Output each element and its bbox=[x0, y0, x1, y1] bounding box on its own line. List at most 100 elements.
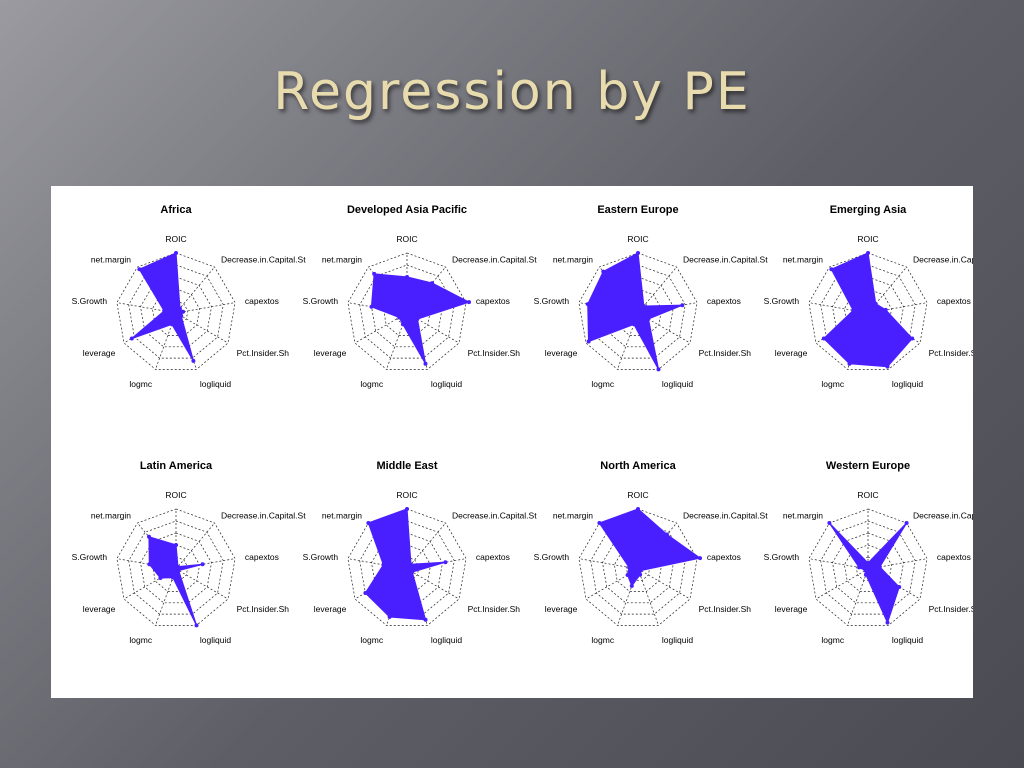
grid-ring bbox=[614, 288, 662, 336]
radar-point bbox=[176, 568, 181, 573]
grid-ring bbox=[820, 264, 916, 359]
radar-point bbox=[430, 281, 435, 286]
axis-label-pct-insider-sh: Pct.Insider.Sh bbox=[699, 604, 752, 614]
grid-ring bbox=[347, 508, 467, 626]
axis-label-logmc: logmc bbox=[129, 635, 152, 645]
radar-point bbox=[857, 565, 862, 570]
axis-label-leverage: leverage bbox=[545, 348, 578, 358]
axis-label-s-growth: S.Growth bbox=[303, 552, 339, 562]
grid-ring bbox=[820, 520, 916, 615]
chart-title-western-europe: Western Europe bbox=[826, 460, 910, 472]
radar-point bbox=[829, 267, 834, 272]
chart-title-developed-asia-pacific: Developed Asia Pacific bbox=[347, 204, 467, 216]
axis-label-capextos: capextos bbox=[707, 296, 741, 306]
chart-title-latin-america: Latin America bbox=[140, 460, 213, 472]
radar-point bbox=[680, 303, 685, 308]
axis-label-logliquid: logliquid bbox=[662, 379, 693, 389]
axis-label-capextos: capextos bbox=[937, 552, 971, 562]
radar-point bbox=[372, 271, 377, 276]
grid-ring bbox=[808, 508, 928, 626]
chart-title-north-america: North America bbox=[600, 460, 676, 472]
radar-point bbox=[638, 572, 643, 577]
grid-ring bbox=[359, 520, 455, 615]
axis-label-s-growth: S.Growth bbox=[764, 552, 800, 562]
radar-point bbox=[863, 572, 868, 577]
radar-chart-grid: Africa ROIC Decrease.in.Capital.St capextos… bbox=[72, 204, 973, 645]
radar-point bbox=[656, 367, 661, 372]
radar-point bbox=[381, 562, 386, 567]
grid-spoke bbox=[637, 568, 659, 626]
radar-point bbox=[181, 309, 186, 314]
radar-point bbox=[467, 300, 471, 305]
grid-spoke bbox=[637, 568, 691, 600]
radar-point bbox=[423, 361, 428, 366]
axis-label-capextos: capextos bbox=[245, 552, 279, 562]
axis-label-logliquid: logliquid bbox=[431, 379, 462, 389]
slide-title: Regression by PE bbox=[273, 62, 751, 122]
radar-point bbox=[625, 573, 630, 577]
radar-point bbox=[170, 575, 175, 580]
axis-label-net-margin: net.margin bbox=[553, 254, 593, 264]
grid-ring bbox=[140, 532, 212, 604]
radar-point bbox=[885, 364, 890, 369]
radar-point bbox=[585, 302, 590, 307]
radar-point bbox=[175, 564, 180, 569]
grid-ring bbox=[844, 544, 892, 592]
grid-ring bbox=[832, 276, 904, 348]
radar-point bbox=[397, 315, 402, 320]
radar-point bbox=[641, 304, 646, 309]
grid-ring bbox=[590, 264, 686, 359]
axis-label-decrease-in-capital-st: Decrease.in.Capital.St bbox=[452, 510, 537, 520]
radar-point bbox=[646, 317, 651, 321]
axis-label-s-growth: S.Growth bbox=[764, 296, 800, 306]
radar-point bbox=[827, 521, 832, 525]
grid-ring bbox=[116, 252, 236, 370]
axis-label-logmc: logmc bbox=[591, 635, 614, 645]
chart-title-eastern-europe: Eastern Europe bbox=[597, 204, 678, 216]
radar-point bbox=[638, 568, 643, 573]
axis-label-logliquid: logliquid bbox=[662, 635, 693, 645]
radar-chart-panel: Africa ROIC Decrease.in.Capital.St capextos… bbox=[51, 186, 973, 698]
radar-point bbox=[636, 507, 640, 511]
radar-point bbox=[369, 304, 374, 309]
radar-point bbox=[408, 562, 413, 567]
axis-label-decrease-in-capital-st: Decrease.in.Capital.St bbox=[913, 510, 973, 520]
grid-ring bbox=[140, 276, 212, 348]
axis-label-leverage: leverage bbox=[314, 604, 347, 614]
radar-area-latin-america bbox=[148, 535, 203, 626]
axis-label-roic: ROIC bbox=[165, 490, 186, 500]
axis-label-capextos: capextos bbox=[245, 296, 279, 306]
radar-point bbox=[627, 565, 632, 570]
radar-point bbox=[147, 562, 152, 567]
axis-label-roic: ROIC bbox=[165, 234, 186, 244]
axis-label-decrease-in-capital-st: Decrease.in.Capital.St bbox=[452, 254, 537, 264]
radar-point bbox=[847, 361, 852, 366]
radar-point bbox=[415, 317, 420, 321]
grid-ring bbox=[152, 544, 200, 592]
axis-label-s-growth: S.Growth bbox=[72, 296, 108, 306]
radar-point bbox=[885, 620, 890, 625]
radar-point bbox=[873, 301, 878, 306]
axis-label-roic: ROIC bbox=[627, 234, 648, 244]
axis-label-net-margin: net.margin bbox=[322, 510, 362, 520]
radar-point bbox=[631, 322, 636, 327]
radar-point bbox=[698, 556, 702, 561]
axis-label-logliquid: logliquid bbox=[200, 379, 231, 389]
radar-point bbox=[866, 561, 870, 565]
axis-label-capextos: capextos bbox=[476, 552, 510, 562]
radar-point bbox=[866, 251, 870, 255]
axis-label-logmc: logmc bbox=[591, 379, 614, 389]
axis-label-leverage: leverage bbox=[545, 604, 578, 614]
grid-ring bbox=[371, 532, 443, 604]
grid-spoke bbox=[175, 266, 215, 314]
radar-point bbox=[664, 532, 669, 537]
grid-ring bbox=[128, 520, 224, 615]
grid-ring bbox=[128, 264, 224, 359]
radar-point bbox=[366, 521, 371, 525]
radar-area-western-europe bbox=[828, 522, 908, 625]
radar-area-north-america bbox=[598, 508, 702, 588]
axis-label-net-margin: net.margin bbox=[91, 510, 131, 520]
radar-point bbox=[400, 322, 405, 327]
axis-label-pct-insider-sh: Pct.Insider.Sh bbox=[237, 604, 290, 614]
radar-point bbox=[877, 564, 882, 569]
